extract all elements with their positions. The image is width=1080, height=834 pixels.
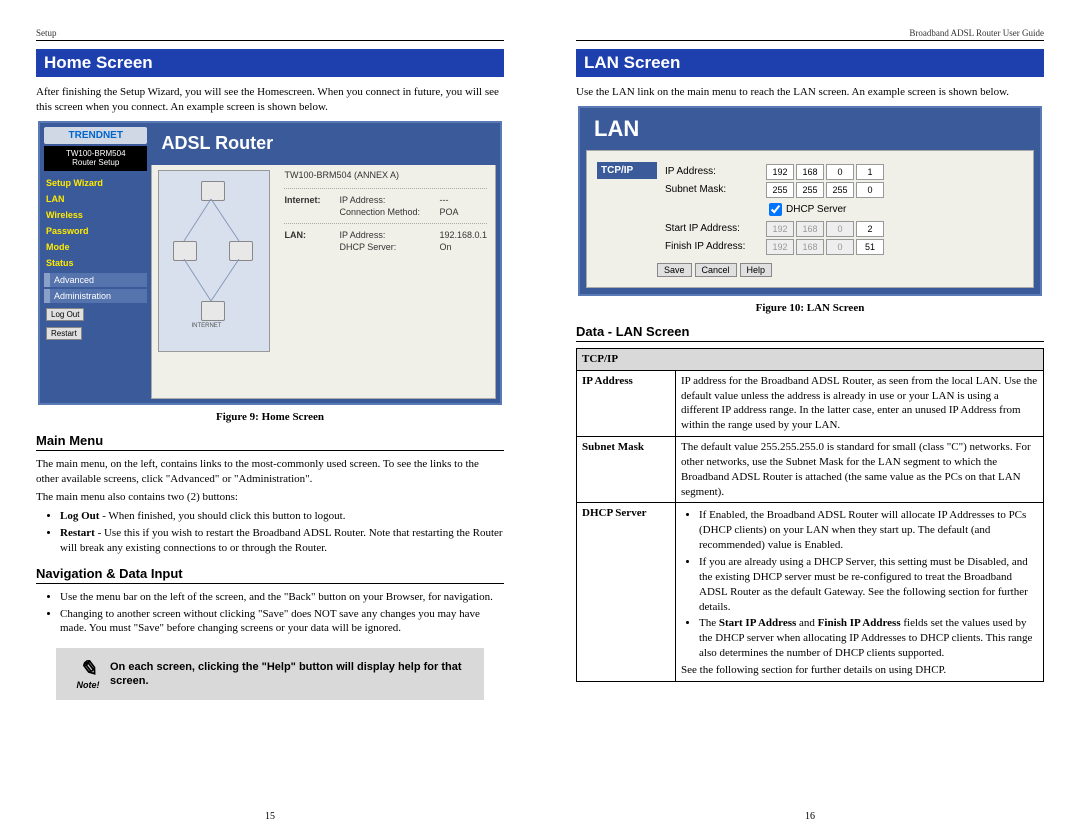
sidebar-nav-group[interactable]: Advanced	[44, 273, 147, 287]
router-sidebar: TRENDNET TW100-BRM504 Router Setup Setup…	[40, 123, 151, 403]
ip-octet[interactable]: 255	[766, 182, 794, 198]
lan-data-table: TCP/IP IP AddressIP address for the Broa…	[576, 348, 1044, 682]
page-header-right: Broadband ADSL Router User Guide	[576, 28, 1044, 41]
list-item: Changing to another screen without click…	[60, 607, 504, 637]
subnet-mask-label: Subnet Mask:	[665, 184, 765, 195]
dhcp-row: DHCP Server	[665, 200, 1023, 219]
device-line: TW100-BRM504 (ANNEX A)	[284, 170, 487, 180]
brand-logo: TRENDNET	[44, 127, 147, 144]
sidebar-nav-item[interactable]: Mode	[44, 239, 147, 255]
note-text: On each screen, clicking the "Help" butt…	[110, 660, 472, 689]
restart-button[interactable]: Restart	[46, 327, 82, 340]
dhcp-server-label: DHCP Server	[786, 204, 846, 215]
ip-octet[interactable]: 192	[766, 239, 794, 255]
figure9-caption: Figure 9: Home Screen	[36, 411, 504, 423]
router-main-panel: ADSL Router INTERNET TW100-B	[151, 127, 496, 399]
ip-octet[interactable]: 168	[796, 164, 824, 180]
ip-octet[interactable]: 0	[826, 221, 854, 237]
main-menu-heading: Main Menu	[36, 433, 504, 448]
ip-row: IP Address: 19216801	[665, 164, 1023, 180]
table-row: DHCP ServerIf Enabled, the Broadband ADS…	[577, 503, 1044, 681]
ip-octet[interactable]: 168	[796, 221, 824, 237]
lan-intro: Use the LAN link on the main menu to rea…	[576, 85, 1044, 100]
sidebar-nav-item[interactable]: Setup Wizard	[44, 175, 147, 191]
tcpip-header-cell: TCP/IP	[577, 348, 1044, 370]
network-diagram: INTERNET	[158, 170, 270, 352]
table-row: IP AddressIP address for the Broadband A…	[577, 370, 1044, 436]
list-item: Restart - Use this if you wish to restar…	[60, 526, 504, 556]
page-header-left: Setup	[36, 28, 504, 41]
mainmenu-p2: The main menu also contains two (2) butt…	[36, 490, 504, 505]
dhcp-checkbox[interactable]	[769, 203, 782, 216]
router-info: TW100-BRM504 (ANNEX A) Internet:IP Addre…	[276, 164, 495, 358]
model-sub: Router Setup	[72, 158, 119, 167]
note-label: Note!	[77, 680, 100, 690]
model-box: TW100-BRM504 Router Setup	[44, 146, 147, 171]
section-banner-lan: LAN Screen	[576, 49, 1044, 77]
lan-title: LAN	[580, 108, 1040, 150]
sidebar-nav-item[interactable]: Wireless	[44, 207, 147, 223]
logout-button[interactable]: Log Out	[46, 308, 84, 321]
sidebar-nav-item[interactable]: Password	[44, 223, 147, 239]
tcpip-label: TCP/IP	[597, 162, 657, 179]
finiship-label: Finish IP Address:	[665, 241, 765, 252]
ip-octet[interactable]: 255	[796, 182, 824, 198]
finiship-row: Finish IP Address: 192168051	[665, 239, 1023, 255]
ip-octet[interactable]: 51	[856, 239, 884, 255]
right-page: Broadband ADSL Router User Guide LAN Scr…	[540, 0, 1080, 834]
left-page: Setup Home Screen After finishing the Se…	[0, 0, 540, 834]
ip-octet[interactable]: 0	[826, 164, 854, 180]
sidebar-nav-group[interactable]: Administration	[44, 289, 147, 303]
note-icon: ✎ Note!	[66, 658, 110, 690]
ip-octet[interactable]: 1	[856, 164, 884, 180]
ip-octet[interactable]: 168	[796, 239, 824, 255]
page-number-15: 15	[0, 811, 540, 822]
figure10-caption: Figure 10: LAN Screen	[576, 302, 1044, 314]
mainmenu-p1: The main menu, on the left, contains lin…	[36, 457, 504, 487]
intro-text: After finishing the Setup Wizard, you wi…	[36, 85, 504, 115]
section-banner-home: Home Screen	[36, 49, 504, 77]
sidebar-nav-item[interactable]: Status	[44, 255, 147, 271]
nav-bullets: Use the menu bar on the left of the scre…	[36, 590, 504, 637]
home-screen-screenshot: TRENDNET TW100-BRM504 Router Setup Setup…	[38, 121, 502, 405]
lan-screen-screenshot: LAN TCP/IP IP Address: 19216801 Subnet M…	[578, 106, 1042, 296]
ip-octet[interactable]: 2	[856, 221, 884, 237]
list-item: Use the menu bar on the left of the scre…	[60, 590, 504, 605]
router-title: ADSL Router	[151, 127, 496, 165]
nav-heading: Navigation & Data Input	[36, 566, 504, 581]
list-item: Log Out - When finished, you should clic…	[60, 509, 504, 524]
lan-panel: TCP/IP IP Address: 19216801 Subnet Mask:…	[586, 150, 1034, 288]
startip-label: Start IP Address:	[665, 223, 765, 234]
note-box: ✎ Note! On each screen, clicking the "He…	[56, 648, 484, 700]
help-button[interactable]: Help	[740, 263, 773, 277]
ip-address-label: IP Address:	[665, 166, 765, 177]
mainmenu-bullets: Log Out - When finished, you should clic…	[36, 509, 504, 556]
sidebar-nav-item[interactable]: LAN	[44, 191, 147, 207]
lan-buttons: SaveCancelHelp	[657, 263, 1023, 277]
table-row: Subnet MaskThe default value 255.255.255…	[577, 437, 1044, 503]
mask-row: Subnet Mask: 2552552550	[665, 182, 1023, 198]
startip-row: Start IP Address: 19216802	[665, 221, 1023, 237]
data-lan-heading: Data - LAN Screen	[576, 324, 1044, 339]
ip-octet[interactable]: 192	[766, 221, 794, 237]
ip-octet[interactable]: 255	[826, 182, 854, 198]
cancel-button[interactable]: Cancel	[695, 263, 737, 277]
model-name: TW100-BRM504	[66, 149, 126, 158]
ip-octet[interactable]: 0	[856, 182, 884, 198]
page-number-16: 16	[540, 811, 1080, 822]
ip-octet[interactable]: 192	[766, 164, 794, 180]
save-button[interactable]: Save	[657, 263, 692, 277]
internet-label: INTERNET	[191, 323, 221, 329]
ip-octet[interactable]: 0	[826, 239, 854, 255]
